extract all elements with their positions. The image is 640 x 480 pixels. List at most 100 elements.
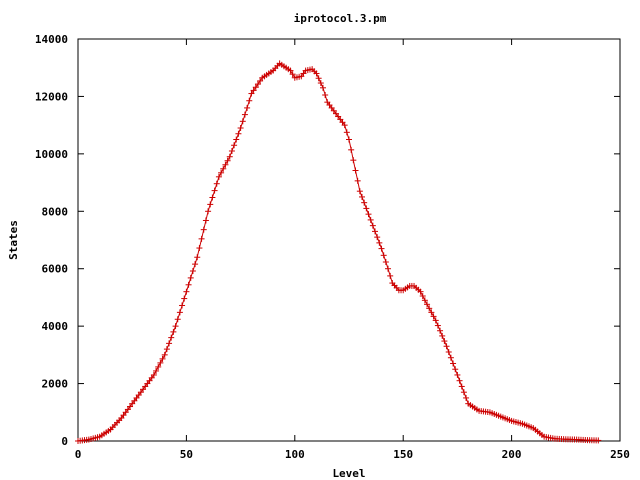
data-point [176,309,183,316]
data-point [172,323,179,330]
data-point [226,153,233,160]
data-point [189,268,196,275]
data-point [183,288,190,295]
x-tick-label: 50 [180,448,193,461]
data-point [369,222,376,229]
x-tick-label: 0 [75,448,82,461]
data-point [196,245,203,252]
data-point [215,173,222,180]
data-point [235,130,242,137]
data-point [205,208,212,215]
data-point [437,327,444,334]
data-point [443,343,450,350]
data-point [454,371,461,378]
data-point [257,77,264,84]
data-point [239,118,246,125]
data-point [174,316,181,323]
data-point [343,129,350,136]
data-point [359,193,366,200]
data-point [209,194,216,201]
data-point [376,239,383,246]
data-point [241,111,248,118]
data-point [346,136,352,143]
y-tick-label: 10000 [35,148,68,161]
data-point [207,201,214,208]
data-point [150,371,157,378]
x-tick-label: 200 [502,448,522,461]
data-point [421,297,428,304]
data-point [419,292,426,299]
data-point [434,322,441,329]
data-point [348,146,355,153]
x-tick-label: 100 [285,448,305,461]
data-point [220,165,227,172]
data-point [289,71,296,78]
data-point [198,235,205,242]
data-point [287,67,294,74]
y-tick-label: 2000 [42,378,69,391]
data-point [166,340,173,347]
data-point [200,226,207,233]
data-point [378,245,385,252]
data-point [361,199,368,206]
data-point [319,84,326,91]
data-point [430,313,437,320]
data-point [322,91,329,98]
data-point [387,272,394,279]
data-point [439,332,446,339]
data-point [155,363,162,370]
data-point [250,87,257,94]
x-tick-label: 150 [393,448,413,461]
data-point [313,70,320,77]
data-point [426,305,433,312]
data-point [211,187,218,194]
data-point [354,177,361,184]
data-point [380,252,387,259]
x-tick-label: 250 [610,448,630,461]
data-point [341,122,348,129]
data-point [244,104,251,111]
series-line [77,62,599,442]
data-point [363,205,370,212]
data-point [417,288,424,295]
data-point [356,188,363,195]
data-point [237,125,244,132]
data-point [441,338,448,345]
data-point [385,265,392,272]
data-point [153,367,160,374]
x-axis-ticks: 0 50 100 150 200 250 [75,39,630,461]
data-point [168,334,175,341]
data-point [185,281,192,288]
data-point [450,360,457,367]
data-point [458,383,465,390]
data-point [181,295,188,302]
plot-area-frame [77,38,621,442]
x-axis-label: Level [332,467,365,480]
data-point [157,359,164,366]
data-point [159,355,166,362]
y-tick-label: 4000 [42,320,69,333]
data-point [170,328,177,335]
y-tick-label: 14000 [35,33,68,46]
series-markers [75,60,602,444]
data-point [456,377,463,384]
data-point [452,366,459,373]
data-point [218,169,225,176]
data-point [460,389,467,396]
data-point [352,167,359,174]
data-point [445,348,452,355]
data-point [252,84,259,91]
data-point [192,261,199,268]
data-point [424,301,431,308]
data-point [231,142,238,149]
y-tick-label: 0 [61,435,68,448]
data-point [163,346,170,353]
data-point [194,254,201,261]
data-point [317,80,324,87]
data-point [222,161,229,168]
data-point [447,354,454,361]
data-point [382,259,389,266]
data-point [187,274,194,281]
y-tick-label: 12000 [35,90,68,103]
data-point [315,75,322,82]
